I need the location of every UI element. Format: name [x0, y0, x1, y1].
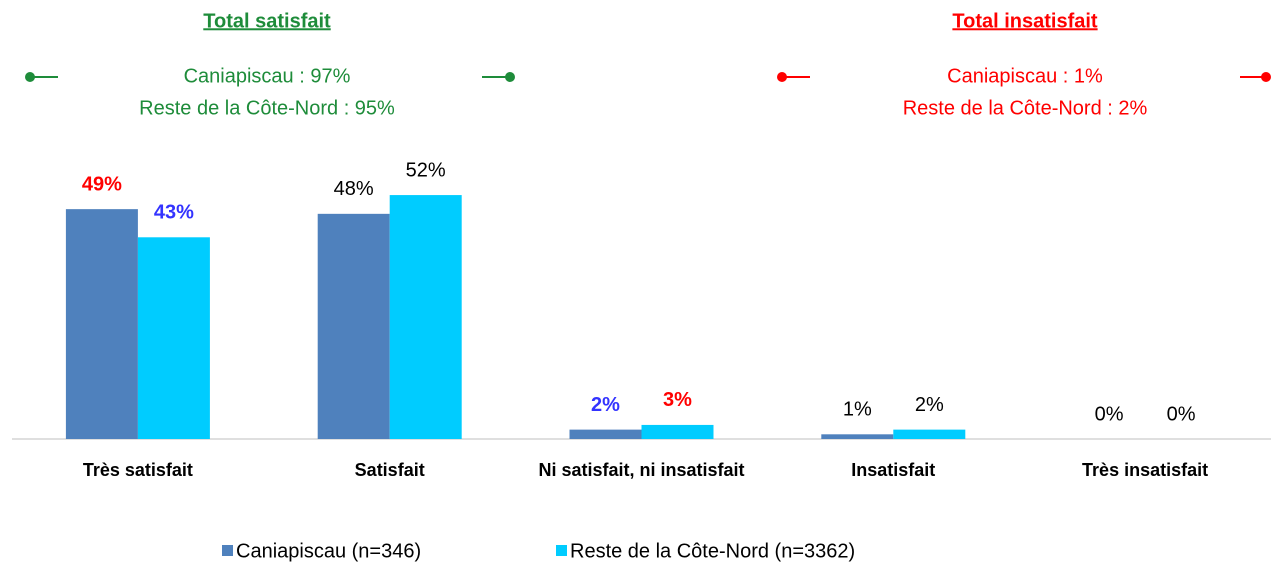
annotation-line: Reste de la Côte-Nord : 2% [903, 97, 1148, 119]
bar [641, 424, 714, 439]
data-label: 0% [1167, 403, 1196, 425]
data-label: 48% [334, 178, 374, 200]
x-tick-label-box: Très satisfait [82, 460, 193, 480]
data-label: 52% [406, 159, 446, 181]
x-tick-label-box: Insatisfait [851, 460, 936, 480]
data-label: 49% [82, 173, 122, 195]
x-tick-label: Très satisfait [82, 460, 193, 480]
data-label: 2% [915, 394, 944, 416]
x-tick-label: Satisfait [354, 460, 425, 480]
x-tick-label-box: Satisfait [354, 460, 425, 480]
data-label: 0% [1095, 403, 1124, 425]
bar [317, 213, 390, 439]
x-tick-label-box: Ni satisfait, ni insatisfait [538, 460, 745, 480]
x-tick-label: Très insatisfait [1082, 460, 1209, 480]
data-label: 2% [591, 394, 620, 416]
bar [137, 237, 210, 439]
bar [389, 195, 462, 439]
x-tick-label-box: Très insatisfait [1082, 460, 1209, 480]
legend-label: Reste de la Côte-Nord (n=3362) [570, 540, 855, 562]
legend-label: Caniapiscau (n=346) [236, 540, 421, 562]
bar [65, 209, 138, 439]
data-label: 43% [154, 202, 194, 224]
data-label: 1% [843, 399, 872, 421]
bar [893, 429, 966, 439]
bar [821, 434, 894, 439]
annotation-line: Caniapiscau : 97% [184, 65, 351, 87]
legend-swatch [556, 545, 567, 556]
x-tick-label: Ni satisfait, ni insatisfait [538, 460, 745, 480]
annotation-line: Caniapiscau : 1% [947, 65, 1103, 87]
annotation-title: Total insatisfait [952, 10, 1098, 32]
data-label: 3% [663, 389, 692, 411]
annotation-title: Total satisfait [203, 10, 331, 32]
legend-swatch [222, 545, 233, 556]
bar [569, 429, 642, 439]
connector-dot [1261, 72, 1271, 82]
x-tick-label: Insatisfait [851, 460, 936, 480]
annotation-line: Reste de la Côte-Nord : 95% [139, 97, 395, 119]
connector-dot [505, 72, 515, 82]
